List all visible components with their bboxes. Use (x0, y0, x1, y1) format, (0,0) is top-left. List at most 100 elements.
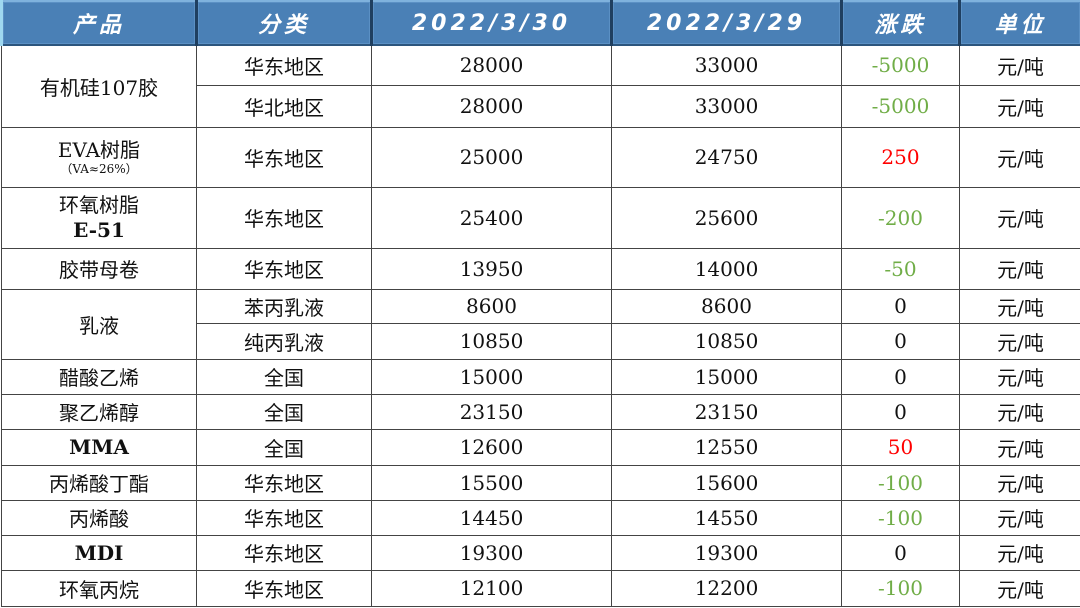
unit-cell: 元/吨 (959, 288, 1080, 324)
header-product: 产品 (0, 0, 198, 46)
table-row: 聚乙烯醇 全国 23150 23150 0 元/吨 (1, 393, 1080, 430)
product-cell: MDI (1, 534, 197, 571)
region-cell: 华东地区 (196, 569, 372, 607)
table-row: 纯丙乳液 10850 10850 0 元/吨 (2, 322, 1080, 360)
header-category: 分类 (195, 0, 373, 46)
region-cell: 全国 (196, 393, 372, 430)
price-date-2: 12200 (611, 569, 842, 607)
change-cell: -100 (841, 569, 960, 607)
unit-cell: 元/吨 (959, 84, 1080, 128)
table-row: 胶带母卷 华东地区 13950 14000 -50 元/吨 (1, 247, 1080, 290)
change-cell: -200 (841, 186, 960, 249)
region-cell: 全国 (196, 358, 372, 395)
product-name: 胶带母卷 (59, 258, 139, 282)
change-cell: -50 (841, 247, 960, 290)
price-date-2: 10850 (611, 322, 842, 360)
price-date-1: 15000 (371, 358, 612, 395)
product-name: 有机硅107胶 (39, 75, 159, 100)
product-name: 丙烯酸 (69, 507, 129, 531)
product-cell: 聚乙烯醇 (1, 393, 197, 430)
product-cell: 环氧丙烷 (1, 569, 197, 607)
change-cell: 0 (841, 322, 960, 360)
price-date-2: 25600 (611, 186, 842, 249)
product-name: 醋酸乙烯 (59, 366, 139, 390)
table-row: MMA 全国 12600 12550 50 元/吨 (1, 428, 1080, 466)
price-date-2: 15600 (611, 464, 842, 501)
change-cell: 0 (841, 288, 960, 324)
price-date-1: 14450 (371, 499, 612, 536)
price-date-2: 14000 (611, 247, 842, 290)
region-cell: 华东地区 (196, 186, 372, 249)
product-name: MDI (74, 540, 124, 565)
product-cell: 有机硅107胶 (1, 44, 197, 128)
price-date-2: 8600 (611, 288, 842, 324)
table-row: 乳液 苯丙乳液 8600 8600 0 元/吨 (1, 288, 1080, 360)
region-cell: 全国 (196, 428, 372, 466)
change-cell: -100 (841, 499, 960, 536)
unit-cell: 元/吨 (959, 247, 1080, 290)
price-date-1: 28000 (371, 44, 612, 86)
price-date-1: 28000 (371, 84, 612, 128)
price-date-2: 33000 (611, 44, 842, 86)
product-cell: 乳液 (1, 288, 197, 360)
price-date-1: 25000 (371, 126, 612, 188)
header-change: 涨跌 (840, 0, 961, 46)
price-date-1: 12100 (371, 569, 612, 607)
price-date-2: 19300 (611, 534, 842, 571)
region-cell: 华东地区 (196, 44, 372, 86)
region-cell: 华东地区 (196, 247, 372, 290)
header-row: 产品 分类 2022/3/30 2022/3/29 涨跌 单位 (0, 0, 1080, 46)
table-row: 有机硅107胶 华东地区 28000 33000 -5000 元/吨 (1, 44, 1080, 128)
change-cell: -5000 (841, 84, 960, 128)
product-name: 环氧丙烷 (59, 577, 139, 602)
product-name: 乳液 (79, 313, 119, 338)
table-row: 丙烯酸丁酯 华东地区 15500 15600 -100 元/吨 (1, 464, 1080, 501)
product-name: 聚乙烯醇 (59, 401, 139, 425)
price-date-1: 13950 (371, 247, 612, 290)
unit-cell: 元/吨 (959, 358, 1080, 395)
table-row: 醋酸乙烯 全国 15000 15000 0 元/吨 (1, 358, 1080, 395)
header-date-2: 2022/3/29 (610, 0, 843, 46)
price-date-2: 24750 (611, 126, 842, 188)
price-date-1: 8600 (371, 288, 612, 324)
table-row: 丙烯酸 华东地区 14450 14550 -100 元/吨 (1, 499, 1080, 536)
product-sub: E-51 (73, 217, 125, 242)
unit-cell: 元/吨 (959, 44, 1080, 86)
product-name: MMA (69, 435, 129, 459)
region-cell: 华东地区 (196, 534, 372, 571)
change-cell: -5000 (841, 44, 960, 86)
price-date-1: 19300 (371, 534, 612, 571)
change-cell: 50 (841, 428, 960, 466)
region-cell: 华北地区 (196, 84, 372, 128)
table-row: MDI 华东地区 19300 19300 0 元/吨 (1, 534, 1080, 571)
unit-cell: 元/吨 (959, 322, 1080, 360)
product-sub: （VA≈26%） (60, 162, 138, 176)
product-cell: 环氧树脂 E-51 (1, 186, 197, 249)
product-cell: 丙烯酸丁酯 (1, 464, 197, 501)
price-date-1: 10850 (371, 322, 612, 360)
unit-cell: 元/吨 (959, 393, 1080, 430)
product-name: 环氧树脂 (59, 192, 139, 217)
product-cell: 醋酸乙烯 (1, 358, 197, 395)
unit-cell: 元/吨 (959, 126, 1080, 188)
change-cell: 0 (841, 358, 960, 395)
change-cell: -100 (841, 464, 960, 501)
unit-cell: 元/吨 (959, 534, 1080, 571)
price-date-2: 33000 (611, 84, 842, 128)
product-cell: MMA (1, 428, 197, 466)
header-unit: 单位 (958, 0, 1080, 46)
region-cell: 华东地区 (196, 126, 372, 188)
unit-cell: 元/吨 (959, 186, 1080, 249)
table-row: 环氧树脂 E-51 华东地区 25400 25600 -200 元/吨 (1, 186, 1080, 249)
product-name: 丙烯酸丁酯 (49, 472, 149, 496)
price-date-2: 23150 (611, 393, 842, 430)
unit-cell: 元/吨 (959, 464, 1080, 501)
unit-cell: 元/吨 (959, 499, 1080, 536)
price-date-1: 15500 (371, 464, 612, 501)
header-date-1: 2022/3/30 (370, 0, 613, 46)
product-cell: 丙烯酸 (1, 499, 197, 536)
change-cell: 0 (841, 393, 960, 430)
region-cell: 华东地区 (196, 499, 372, 536)
change-cell: 250 (841, 126, 960, 188)
